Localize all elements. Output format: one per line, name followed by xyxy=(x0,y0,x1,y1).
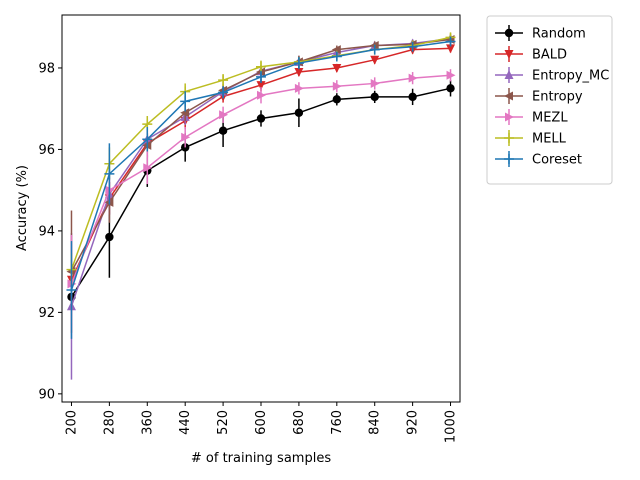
random-point xyxy=(294,108,304,117)
bald-point xyxy=(332,63,342,73)
legend-frame xyxy=(486,15,613,185)
coreset-point xyxy=(331,51,342,62)
legend-entry-random: Random xyxy=(495,25,586,42)
mell-point xyxy=(256,61,266,72)
series-random xyxy=(67,80,455,310)
legend: Random BALD Entropy_MC Entropy MEZL MELL Cores… xyxy=(486,15,613,185)
y-axis: 90 92 94 96 98 xyxy=(38,61,62,402)
coreset-point xyxy=(218,87,229,98)
y-tick-label: 92 xyxy=(38,306,55,321)
x-tick-label: 600 xyxy=(254,410,269,435)
legend-marker xyxy=(505,112,514,122)
random-point xyxy=(332,95,342,104)
mell-point xyxy=(218,75,229,86)
coreset-point xyxy=(445,36,456,47)
mezl-point xyxy=(332,81,342,91)
coreset-point xyxy=(293,58,304,69)
entropy-point xyxy=(331,45,341,55)
legend-label: Entropy_MC xyxy=(532,69,609,84)
coreset-point xyxy=(104,168,115,179)
random-point xyxy=(408,92,417,102)
legend-entry-mell: MELL xyxy=(495,130,567,147)
bald-point xyxy=(370,55,380,65)
coreset-point xyxy=(66,284,77,295)
legend-marker xyxy=(504,70,514,79)
coreset-point xyxy=(407,41,418,52)
y-tick-label: 94 xyxy=(38,224,55,239)
legend-marker xyxy=(504,154,514,164)
y-axis-label: Accuracy (%) xyxy=(15,165,30,251)
x-tick-label: 200 xyxy=(64,410,79,435)
x-tick-label: 280 xyxy=(102,410,117,435)
x-axis-label: # of training samples xyxy=(191,451,331,466)
random-point xyxy=(256,114,266,123)
bald-point xyxy=(256,81,266,91)
random-point xyxy=(446,84,455,93)
plot-area xyxy=(66,32,456,380)
mezl-line xyxy=(70,74,451,285)
legend-marker xyxy=(504,91,513,101)
mezl-point xyxy=(143,163,153,173)
random-point xyxy=(105,232,114,242)
entropy-point xyxy=(180,108,190,118)
x-tick-label: 1000 xyxy=(444,410,459,443)
coreset-point xyxy=(142,134,153,145)
mezl-point xyxy=(181,132,191,142)
mezl-point xyxy=(408,73,418,83)
series-coreset xyxy=(66,36,456,339)
x-tick-label: 840 xyxy=(368,410,383,435)
y-tick-label: 98 xyxy=(38,61,55,76)
y-tick-label: 90 xyxy=(38,387,55,402)
legend-label: BALD xyxy=(532,48,567,63)
legend-entry-bald: BALD xyxy=(495,46,567,63)
legend-marker xyxy=(504,133,514,143)
mezl-point xyxy=(294,83,304,93)
x-tick-label: 360 xyxy=(140,410,155,435)
x-tick-label: 440 xyxy=(178,410,193,435)
mezl-point xyxy=(219,110,229,120)
legend-marker xyxy=(504,28,514,38)
legend-label: Entropy xyxy=(532,90,583,105)
legend-label: MELL xyxy=(532,132,567,147)
x-tick-label: 760 xyxy=(330,410,345,435)
mezl-point xyxy=(370,78,380,88)
legend-entry-entropy-mc: Entropy_MC xyxy=(495,67,609,84)
mezl-point xyxy=(446,70,456,80)
coreset-point xyxy=(256,71,266,82)
legend-entry-coreset: Coreset xyxy=(495,151,582,168)
legend-entry-entropy: Entropy xyxy=(495,88,583,105)
x-tick-label: 920 xyxy=(406,410,421,435)
legend-marker xyxy=(504,50,514,59)
mezl-point xyxy=(257,90,266,100)
legend-label: Coreset xyxy=(532,153,582,168)
x-tick-label: 520 xyxy=(216,410,231,435)
coreset-point xyxy=(180,96,191,107)
coreset-point xyxy=(369,44,380,55)
legend-label: Random xyxy=(532,27,586,42)
random-point xyxy=(370,92,379,102)
legend-label: MEZL xyxy=(532,111,568,126)
y-tick-label: 96 xyxy=(38,143,55,158)
x-tick-label: 680 xyxy=(292,410,307,435)
series-mezl xyxy=(67,69,456,333)
bald-point xyxy=(294,68,304,78)
bald-point xyxy=(446,44,456,54)
random-point xyxy=(218,126,228,135)
x-axis: 200 280 360 440 520 600 680 760 840 920 1000 xyxy=(64,402,459,443)
legend-entry-mezl: MEZL xyxy=(495,109,568,126)
